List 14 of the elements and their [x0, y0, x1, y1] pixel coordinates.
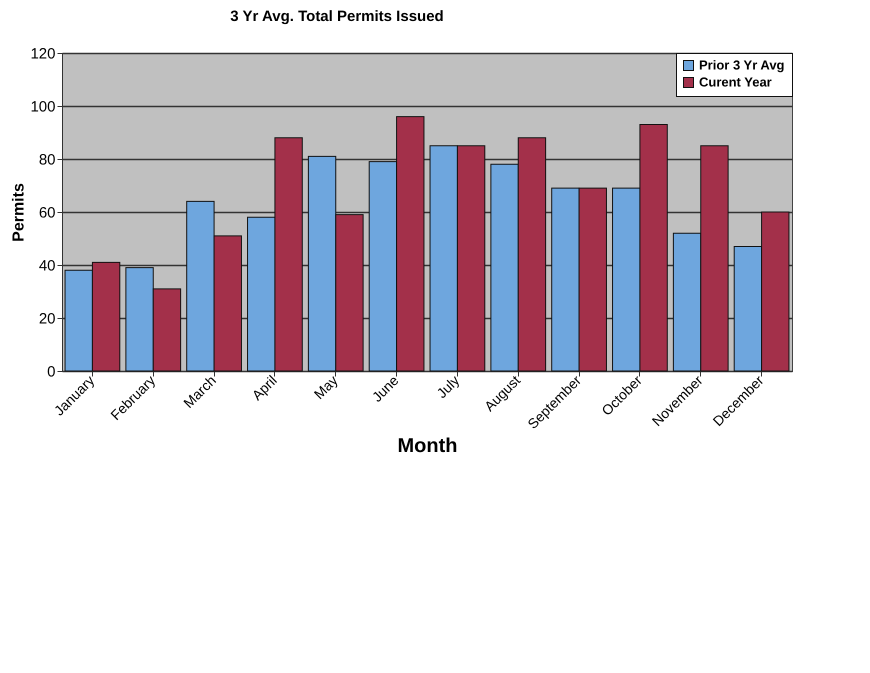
y-tick-label: 0 — [47, 364, 56, 380]
legend-label: Curent Year — [699, 74, 772, 90]
y-tick-label: 20 — [38, 310, 56, 328]
y-tick-label: 40 — [38, 258, 56, 274]
y-axis-title: Permits — [10, 183, 28, 242]
x-axis-title: Month — [398, 434, 458, 457]
y-tick-label: 60 — [38, 204, 56, 222]
chart-title: 3 Yr Avg. Total Permits Issued — [230, 8, 444, 25]
y-tick-label: 100 — [30, 98, 56, 116]
y-tick-label: 120 — [30, 46, 56, 62]
x-tick-label: July — [433, 372, 462, 402]
legend-label: Prior 3 Yr Avg — [699, 58, 785, 72]
y-tick-label: 80 — [38, 152, 56, 168]
x-tick-label: May — [310, 372, 341, 402]
